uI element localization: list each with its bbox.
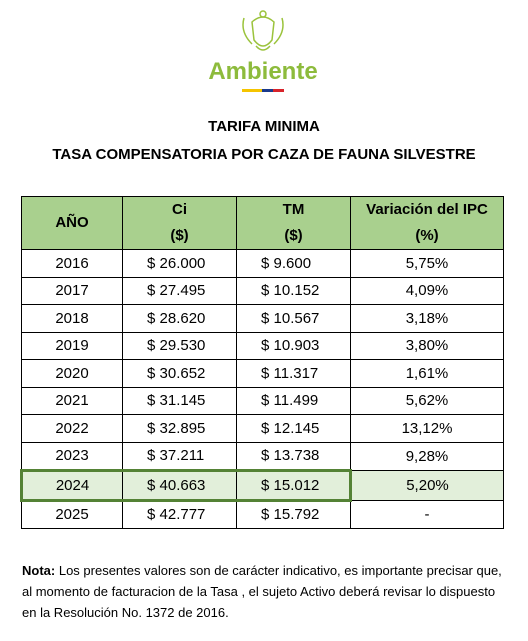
table-cell: 9,28% — [350, 441, 504, 471]
table-cell: $ 26.000 — [122, 249, 237, 278]
table-cell: 5,75% — [350, 249, 504, 278]
header-label: TM — [282, 201, 305, 218]
table-row: 2022 $ 32.895 $ 12.145 13,12% — [21, 414, 504, 443]
tariff-table: AÑO Ci ($) TM ($) Variación del IPC (%) 2016 $ 2… — [20, 196, 504, 529]
flag-blue — [262, 89, 273, 92]
table-cell: 2020 — [21, 359, 123, 388]
table-row: 2016 $ 26.000 $ 9.600 5,75% — [21, 249, 504, 278]
table-row: 2021 $ 31.145 $ 11.499 5,62% — [21, 386, 504, 415]
table-cell: $ 11.317 — [236, 359, 351, 388]
table-cell: $ 12.145 — [236, 414, 351, 443]
table-cell: $ 29.530 — [122, 331, 237, 360]
table-cell: 2024 — [20, 469, 123, 502]
flag-red — [273, 89, 284, 92]
table-row: 2024 $ 40.663 $ 15.012 5,20% — [20, 469, 504, 502]
table-cell: 2025 — [21, 499, 123, 529]
title-line: TASA COMPENSATORIA POR CAZA DE FAUNA SIL… — [52, 146, 476, 163]
header-cell: Variación del IPC (%) — [350, 196, 504, 250]
table-row: 2020 $ 30.652 $ 11.317 1,61% — [21, 359, 504, 388]
table-cell: $ 30.652 — [122, 359, 237, 388]
table-cell: 5,20% — [350, 470, 504, 501]
header-unit: ($) — [284, 227, 303, 244]
table-cell: 13,12% — [350, 414, 504, 443]
note-text: Los presentes valores son de carácter in… — [22, 563, 502, 620]
table-cell: 2022 — [21, 414, 123, 443]
table-cell: 2016 — [21, 249, 123, 278]
logo: Ambiente — [208, 10, 318, 92]
table-cell: 4,09% — [350, 276, 504, 305]
table-cell: $ 37.211 — [122, 441, 237, 471]
header-row: AÑO Ci ($) TM ($) Variación del IPC (%) — [21, 196, 504, 250]
table-cell: $ 15.012 — [236, 469, 352, 502]
logo-text: Ambiente — [208, 58, 317, 85]
table-cell: $ 10.567 — [236, 304, 351, 333]
table-cell: $ 31.145 — [122, 386, 237, 415]
table-cell: $ 40.663 — [122, 469, 237, 502]
table-cell: 2018 — [21, 304, 123, 333]
header-label: AÑO — [55, 214, 89, 231]
table-cell: 2017 — [21, 276, 123, 305]
table-row: 2018 $ 28.620 $ 10.567 3,18% — [21, 304, 504, 333]
table-row: 2025 $ 42.777 $ 15.792- — [21, 499, 504, 529]
table-cell: $ 32.895 — [122, 414, 237, 443]
table-cell: $ 10.903 — [236, 331, 351, 360]
table-cell: - — [350, 499, 504, 529]
note-label: Nota: — [22, 563, 56, 578]
table-cell: 2021 — [21, 386, 123, 415]
table-row: 2019 $ 29.530 $ 10.903 3,80% — [21, 331, 504, 360]
title-line: TARIFA MINIMA — [208, 118, 320, 135]
table-cell: $ 10.152 — [236, 276, 351, 305]
table-cell: $ 9.600 — [236, 249, 351, 278]
table-cell: $ 28.620 — [122, 304, 237, 333]
header-unit: ($) — [170, 227, 189, 244]
table-row: 2023 $ 37.211 $ 13.738 9,28% — [21, 441, 504, 471]
header-unit: (%) — [415, 227, 439, 244]
note: Nota: Los presentes valores son de carác… — [22, 560, 502, 623]
table-cell: 2023 — [21, 441, 123, 471]
table-cell: 3,18% — [350, 304, 504, 333]
table-cell: $ 11.499 — [236, 386, 351, 415]
table-cell: 5,62% — [350, 386, 504, 415]
table-cell: $ 15.792 — [236, 499, 351, 529]
header-cell: TM ($) — [236, 196, 351, 250]
table-cell: $ 42.777 — [122, 499, 237, 529]
emblem — [242, 10, 284, 51]
table-cell: 2019 — [21, 331, 123, 360]
header-label: Variación del IPC — [366, 201, 488, 218]
flag-yellow — [242, 89, 262, 92]
table-cell: $ 27.495 — [122, 276, 237, 305]
header-cell: AÑO — [21, 196, 123, 250]
table-cell: $ 13.738 — [236, 441, 351, 471]
table-row: 2017 $ 27.495 $ 10.152 4,09% — [21, 276, 504, 305]
header-cell: Ci ($) — [122, 196, 237, 250]
table-cell: 1,61% — [350, 359, 504, 388]
table-cell: 3,80% — [350, 331, 504, 360]
header-label: Ci — [172, 201, 187, 218]
